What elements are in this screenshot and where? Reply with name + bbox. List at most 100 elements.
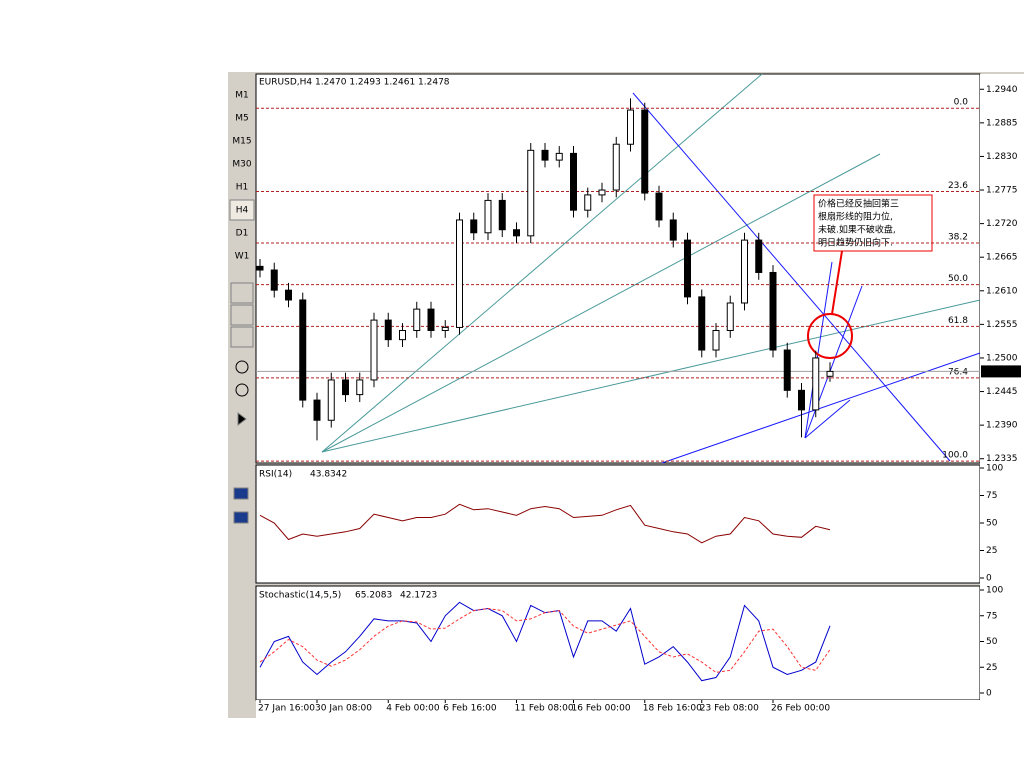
stochastic-value: 42.1723 xyxy=(400,591,437,601)
timeframe-button[interactable]: M5 xyxy=(235,114,249,124)
timeframe-button[interactable]: D1 xyxy=(236,229,249,239)
timeframe-button[interactable]: W1 xyxy=(235,252,250,262)
y-tick-label: 1.2335 xyxy=(986,454,1018,464)
fan-line xyxy=(321,73,763,453)
timeframe-button[interactable]: H1 xyxy=(236,183,249,193)
candle-body xyxy=(413,308,421,331)
candle-body xyxy=(285,289,292,301)
candle-body xyxy=(513,229,520,237)
highlight-circle xyxy=(807,313,853,359)
y-tick-label: 0 xyxy=(986,689,992,699)
annotation-text: 明日趋势仍旧向下. xyxy=(818,237,893,249)
candle-body xyxy=(684,239,691,298)
candle-body xyxy=(427,308,435,331)
x-tick-label: 30 Jan 08:00 xyxy=(315,704,372,714)
y-tick-label: 1.2665 xyxy=(986,253,1018,263)
timeframe-button[interactable]: M1 xyxy=(235,91,249,101)
candle-body xyxy=(356,379,364,396)
fibo-label: 50.0 xyxy=(948,274,968,284)
y-tick-label: 1.2555 xyxy=(986,320,1018,330)
timeframe-button[interactable]: M15 xyxy=(232,137,251,147)
candle-body xyxy=(769,271,777,351)
candle-body xyxy=(470,219,478,234)
candle-body xyxy=(399,329,406,341)
y-tick-label: 1.2720 xyxy=(986,219,1018,229)
callout-line xyxy=(831,250,843,315)
candle-body xyxy=(456,219,463,328)
candle-body xyxy=(541,149,549,161)
candle-body xyxy=(327,379,335,421)
candle-body xyxy=(313,399,321,421)
x-tick-label: 26 Feb 00:00 xyxy=(771,704,830,714)
candle-body xyxy=(484,199,492,234)
zoom-in[interactable] xyxy=(235,360,249,374)
candle-body xyxy=(370,319,378,381)
x-tick-label: 11 Feb 08:00 xyxy=(515,704,574,714)
y-tick-label: 100 xyxy=(986,586,1003,596)
candle-body xyxy=(826,370,834,377)
fan-line xyxy=(804,285,863,439)
candle-body xyxy=(384,319,392,341)
y-tick-label: 1.2500 xyxy=(986,353,1018,363)
y-tick-label: 1.2775 xyxy=(986,186,1018,196)
candle-body xyxy=(256,265,264,271)
y-tick-label: 100 xyxy=(986,464,1003,474)
trendlines xyxy=(321,73,981,464)
fan-line xyxy=(804,399,851,439)
trend-line xyxy=(632,92,951,462)
timeframe-active xyxy=(229,199,255,221)
y-tick-label: 1.2940 xyxy=(986,85,1018,95)
chart-header: EURUSD,H4 1.2470 1.2493 1.2461 1.2478 xyxy=(259,78,450,88)
window-icon-2[interactable] xyxy=(233,511,249,524)
rsi-value: 43.8342 xyxy=(310,470,347,480)
fibo-label: 61.8 xyxy=(948,316,968,326)
timeframe-button[interactable]: M30 xyxy=(232,160,251,170)
candle-body xyxy=(755,239,763,273)
y-tick-label: 1.2610 xyxy=(986,286,1018,296)
candle-body xyxy=(570,152,577,211)
candle-body xyxy=(669,219,677,241)
candle-body xyxy=(726,302,734,331)
current-price-label: 1.2478 xyxy=(984,367,1016,377)
y-tick-label: 1.2830 xyxy=(986,152,1018,162)
candle-body xyxy=(698,296,706,351)
timeframe-button[interactable]: H4 xyxy=(236,206,249,216)
candle-body xyxy=(655,192,663,221)
candle-body xyxy=(342,379,349,396)
stochastic-value: 65.2083 xyxy=(355,591,392,601)
tool-line[interactable] xyxy=(230,326,254,348)
fibo-label: 38.2 xyxy=(948,233,968,243)
rsi-title: RSI(14) xyxy=(259,470,292,480)
annotation-box xyxy=(813,194,933,252)
fibo-label: 76.4 xyxy=(948,367,968,377)
x-tick-label: 27 Jan 16:00 xyxy=(258,704,315,714)
candle-body xyxy=(612,143,620,191)
candle-body xyxy=(641,109,649,194)
fibo-label: 0.0 xyxy=(954,98,969,108)
y-tick-label: 1.2390 xyxy=(986,421,1018,431)
x-tick-label: 18 Feb 16:00 xyxy=(643,704,702,714)
x-tick-label: 16 Feb 00:00 xyxy=(572,704,631,714)
fan-line xyxy=(321,299,981,453)
zoom-out[interactable] xyxy=(235,383,249,397)
annotation-text: 未破.如果不破收盘, xyxy=(818,224,896,236)
main-panel xyxy=(255,73,981,464)
candle-body xyxy=(299,299,307,401)
annotation-text: 根扇形线的阻力位, xyxy=(818,211,893,223)
candle-body xyxy=(627,109,634,145)
fan-line xyxy=(804,261,833,439)
x-tick-label: 23 Feb 08:00 xyxy=(700,704,759,714)
chart-shift[interactable] xyxy=(237,412,247,426)
current-price-tag xyxy=(981,365,1021,378)
y-tick-label: 1.2885 xyxy=(986,118,1018,128)
candle-body xyxy=(812,357,820,411)
tool-crosshair[interactable] xyxy=(230,304,254,326)
tool-cursor[interactable] xyxy=(230,282,254,304)
window-icon-1[interactable] xyxy=(233,487,249,500)
candle-body xyxy=(783,349,791,391)
rsi-panel xyxy=(255,464,981,584)
x-tick-label: 4 Feb 00:00 xyxy=(386,704,440,714)
y-tick-label: 50 xyxy=(986,637,998,647)
